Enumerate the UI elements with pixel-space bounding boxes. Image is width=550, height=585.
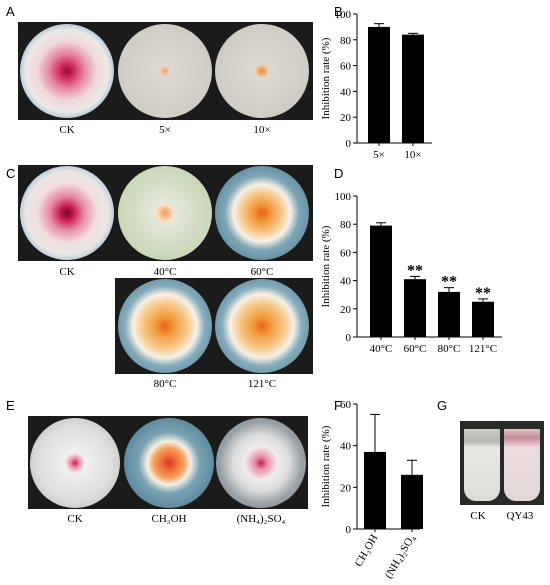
y-axis-label: Inhibition rate (%)	[320, 37, 332, 119]
panel-letter-d: D	[334, 166, 344, 181]
label-10x: 10×	[253, 124, 271, 136]
vial-photo	[460, 421, 544, 505]
panel-letter-c: C	[6, 166, 16, 181]
significance-marker: **	[441, 274, 457, 291]
panel-letter-e: E	[6, 398, 15, 413]
petri-dish-ch3oh	[124, 418, 214, 508]
y-tick-label: 80	[340, 35, 352, 47]
y-tick-label: 60	[340, 247, 352, 259]
panel-letter-b: B	[334, 4, 343, 19]
petri-dish-ck	[20, 24, 114, 118]
y-tick-label: 0	[346, 524, 352, 536]
bar	[364, 451, 386, 529]
bar	[402, 34, 424, 143]
bar	[472, 301, 494, 337]
bar	[401, 474, 423, 529]
label-ck: CK	[59, 266, 75, 278]
y-tick-label: 40	[340, 86, 352, 98]
petri-dish-nh4-2so4	[216, 418, 306, 508]
y-tick-label: 0	[346, 332, 352, 344]
x-tick-label: 40°C	[370, 343, 393, 355]
bar	[438, 291, 460, 337]
label-ck: CK	[470, 510, 486, 522]
y-tick-label: 0	[346, 138, 352, 150]
label-5x: 5×	[159, 124, 171, 136]
y-tick-label: 60	[340, 399, 352, 411]
panel-letter-g: G	[437, 398, 448, 413]
label-qy43: QY43	[506, 510, 534, 522]
x-tick-label: 5×	[373, 149, 385, 161]
vial-ck	[464, 429, 500, 501]
y-tick-label: 20	[340, 482, 352, 494]
label-60c: 60°C	[250, 266, 274, 278]
petri-dish-5x	[118, 24, 212, 118]
panel-letter-f: F	[334, 398, 342, 413]
y-tick-label: 60	[340, 61, 352, 73]
y-tick-label: 20	[340, 304, 352, 316]
vial-qy43	[504, 429, 540, 501]
y-axis-label: Inhibition rate (%)	[320, 425, 332, 507]
y-tick-label: 100	[335, 9, 352, 21]
y-tick-label: 80	[340, 219, 352, 231]
label-ck: CK	[59, 124, 75, 136]
x-tick-label: 60°C	[404, 343, 427, 355]
y-tick-label: 40	[340, 276, 352, 288]
significance-marker: **	[475, 285, 491, 302]
y-tick-label: 40	[340, 441, 352, 453]
y-axis-label: Inhibition rate (%)	[320, 225, 332, 307]
y-tick-label: 20	[340, 112, 352, 124]
petri-dish-10x	[215, 24, 309, 118]
panel-letter-a: A	[6, 4, 15, 19]
petri-dish-121c	[215, 279, 309, 373]
x-tick-label: 10×	[404, 149, 421, 161]
petri-dish-60c	[215, 166, 309, 260]
petri-dish-80c	[118, 279, 212, 373]
label-40c: 40°C	[153, 266, 177, 278]
label-ck: CK	[67, 513, 83, 525]
label-nh4-2so4: (NH₄)₂SO₄	[236, 513, 286, 525]
bar	[404, 279, 426, 337]
x-tick-label: CH₃OH	[353, 532, 381, 568]
y-tick-label: 100	[335, 191, 352, 203]
bar	[370, 225, 392, 337]
x-tick-label: 80°C	[438, 343, 461, 355]
x-tick-label: 121°C	[469, 343, 497, 355]
petri-dish-40c	[118, 166, 212, 260]
petri-dish-ck	[30, 418, 120, 508]
label-ch3oh: CH₃OH	[151, 513, 187, 525]
label-121c: 121°C	[247, 378, 277, 390]
x-tick-label: (NH₄)₂SO₄	[383, 532, 418, 580]
label-80c: 80°C	[153, 378, 177, 390]
petri-dish-ck	[20, 166, 114, 260]
bar	[368, 26, 390, 143]
significance-marker: **	[407, 262, 423, 279]
